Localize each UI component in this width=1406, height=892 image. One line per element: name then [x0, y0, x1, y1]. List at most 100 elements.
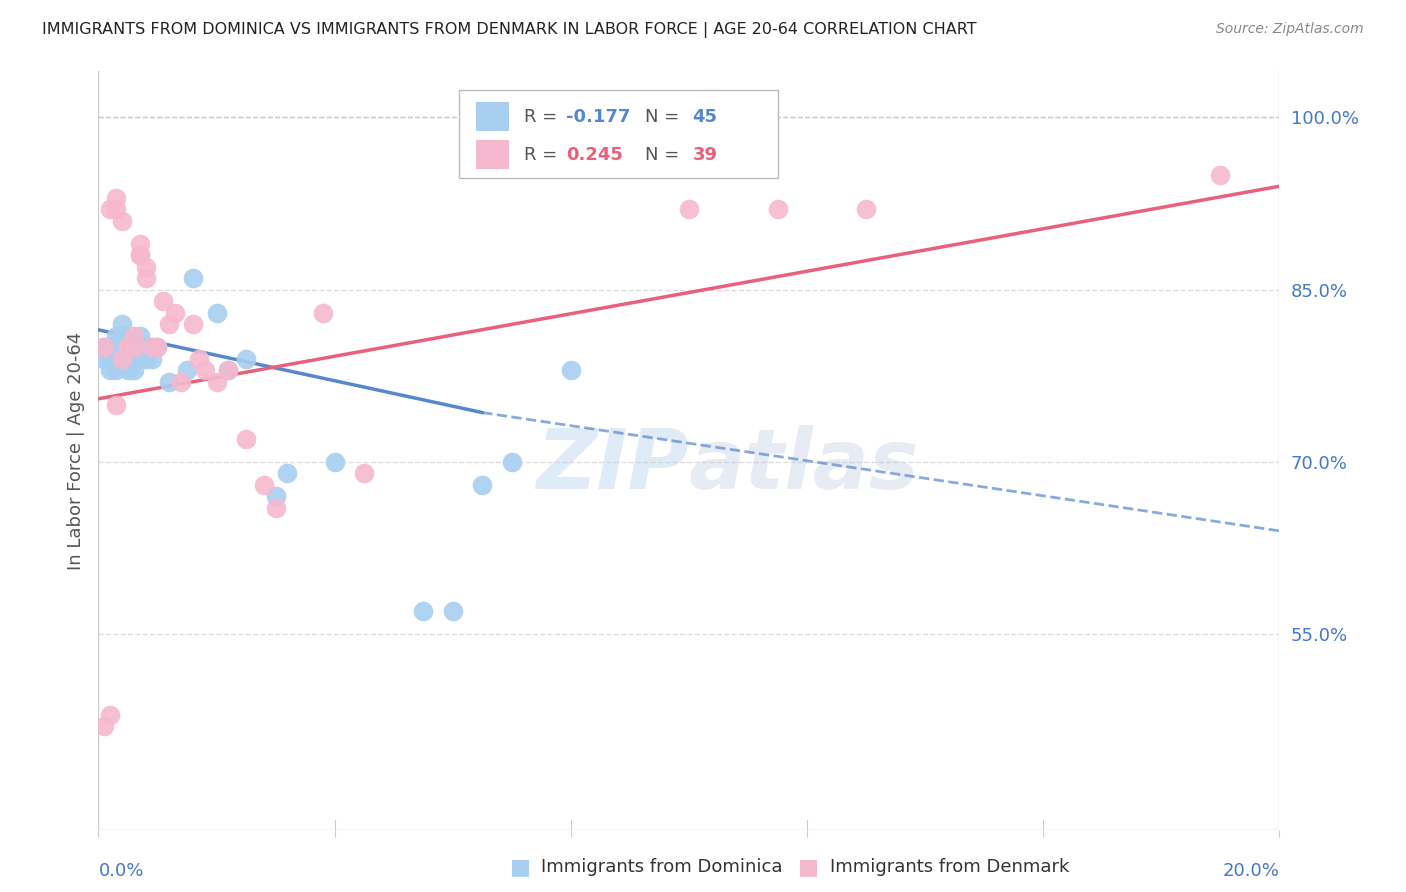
Point	[165, 305, 187, 319]
Point	[98, 340, 121, 354]
Point	[128, 248, 150, 262]
Point	[111, 328, 134, 343]
Bar	[477, 140, 509, 169]
Point	[122, 340, 145, 354]
Point	[105, 191, 128, 205]
Point	[117, 351, 139, 366]
Text: 45: 45	[693, 108, 717, 126]
Point	[312, 305, 335, 319]
Point	[122, 340, 145, 354]
Y-axis label: In Labor Force | Age 20-64: In Labor Force | Age 20-64	[66, 331, 84, 570]
Point	[98, 351, 121, 366]
Point	[181, 271, 204, 285]
Point	[678, 202, 700, 217]
Point	[560, 363, 582, 377]
Point	[93, 340, 115, 354]
Point	[412, 604, 434, 618]
Point	[105, 340, 128, 354]
Text: N =: N =	[645, 108, 685, 126]
Point	[128, 328, 150, 343]
Text: atlas: atlas	[689, 425, 920, 506]
Bar	[477, 103, 509, 131]
Point	[146, 340, 169, 354]
Point	[98, 363, 121, 377]
Point	[170, 375, 193, 389]
Point	[105, 351, 128, 366]
Point	[471, 111, 494, 125]
Point	[135, 260, 157, 274]
Point	[105, 340, 128, 354]
Point	[205, 305, 228, 319]
Point	[323, 455, 346, 469]
Point	[264, 490, 287, 504]
Point	[141, 340, 163, 354]
Point	[157, 317, 180, 331]
Point	[135, 351, 157, 366]
Point	[176, 363, 198, 377]
Text: ■: ■	[799, 857, 818, 877]
Point	[93, 351, 115, 366]
Point	[471, 478, 494, 492]
Point	[98, 707, 121, 722]
Point	[501, 455, 523, 469]
Point	[217, 363, 239, 377]
Point	[157, 375, 180, 389]
Point	[128, 340, 150, 354]
Point	[105, 328, 128, 343]
Point	[122, 351, 145, 366]
Point	[111, 351, 134, 366]
Point	[441, 604, 464, 618]
Point	[146, 340, 169, 354]
Point	[141, 340, 163, 354]
Text: 0.245: 0.245	[567, 145, 623, 164]
Text: -0.177: -0.177	[567, 108, 630, 126]
Text: IMMIGRANTS FROM DOMINICA VS IMMIGRANTS FROM DENMARK IN LABOR FORCE | AGE 20-64 C: IMMIGRANTS FROM DOMINICA VS IMMIGRANTS F…	[42, 22, 977, 38]
Point	[128, 248, 150, 262]
Point	[128, 351, 150, 366]
Point	[152, 294, 174, 309]
Point	[117, 340, 139, 354]
Text: 39: 39	[693, 145, 717, 164]
Point	[93, 719, 115, 733]
Point	[122, 340, 145, 354]
Point	[128, 236, 150, 251]
Point	[135, 271, 157, 285]
Text: R =: R =	[523, 145, 562, 164]
Point	[217, 363, 239, 377]
Point	[235, 351, 257, 366]
Text: N =: N =	[645, 145, 685, 164]
Point	[253, 478, 276, 492]
Point	[105, 397, 128, 411]
Point	[111, 317, 134, 331]
Text: R =: R =	[523, 108, 562, 126]
Text: Immigrants from Denmark: Immigrants from Denmark	[830, 858, 1069, 876]
Point	[264, 500, 287, 515]
Point	[117, 363, 139, 377]
FancyBboxPatch shape	[458, 90, 778, 178]
Point	[135, 340, 157, 354]
Text: ZIP: ZIP	[536, 425, 689, 506]
Point	[111, 213, 134, 227]
Point	[353, 467, 375, 481]
Point	[117, 340, 139, 354]
Point	[766, 202, 789, 217]
Text: Source: ZipAtlas.com: Source: ZipAtlas.com	[1216, 22, 1364, 37]
Point	[105, 202, 128, 217]
Text: ■: ■	[510, 857, 530, 877]
Point	[235, 432, 257, 446]
Text: 20.0%: 20.0%	[1223, 862, 1279, 880]
Point	[194, 363, 217, 377]
Point	[205, 375, 228, 389]
Point	[98, 340, 121, 354]
Point	[855, 202, 877, 217]
Point	[122, 363, 145, 377]
Point	[181, 317, 204, 331]
Point	[122, 328, 145, 343]
Point	[98, 340, 121, 354]
Point	[1209, 168, 1232, 182]
Point	[276, 467, 298, 481]
Point	[105, 363, 128, 377]
Point	[111, 351, 134, 366]
Point	[117, 340, 139, 354]
Point	[187, 351, 209, 366]
